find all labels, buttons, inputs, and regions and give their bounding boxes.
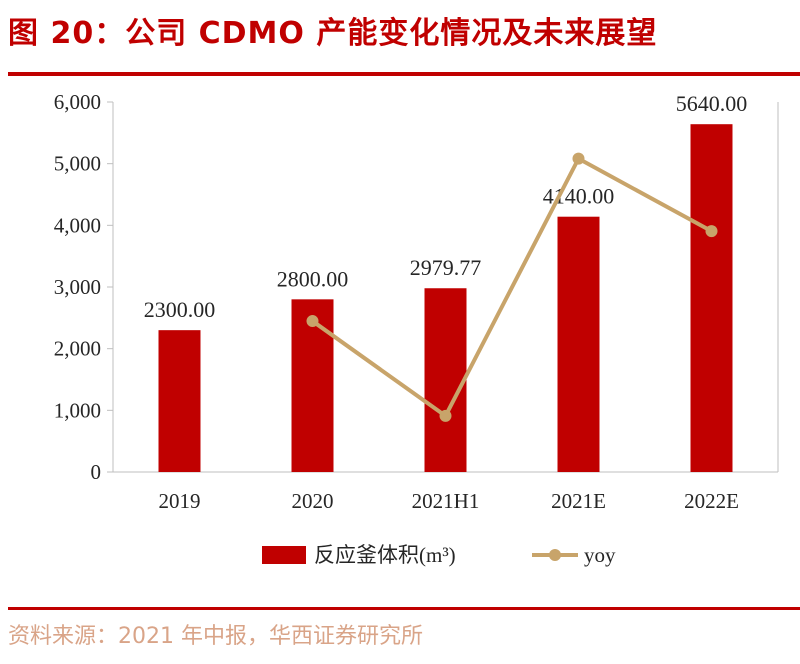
x-tick-label: 2019 <box>159 489 201 513</box>
bar <box>158 330 201 472</box>
x-axis: 2019 2020 2021H1 2021E 2022E <box>159 489 739 513</box>
yoy-point <box>572 152 585 165</box>
legend-line-label: yoy <box>584 543 616 567</box>
source-rule <box>8 607 800 610</box>
source-note: 资料来源：2021 年中报，华西证券研究所 <box>8 624 423 649</box>
bar <box>690 124 733 472</box>
y-axis: 0 1,000 2,000 3,000 4,000 5,000 6,000 <box>54 90 114 484</box>
legend-bar-label: 反应釜体积(m³) <box>314 543 456 567</box>
yoy-point <box>306 315 319 328</box>
chart: 0 1,000 2,000 3,000 4,000 5,000 6,000 2300.00 2… <box>54 90 779 567</box>
legend: 反应釜体积(m³) yoy <box>262 543 616 567</box>
bar-value-label: 2300.00 <box>144 297 216 322</box>
x-tick-label: 2022E <box>684 489 739 513</box>
yoy-point <box>439 409 452 422</box>
x-tick-label: 2021H1 <box>412 489 480 513</box>
legend-line-marker <box>549 549 561 561</box>
x-tick-label: 2020 <box>292 489 334 513</box>
bars <box>158 124 733 472</box>
y-tick-label: 3,000 <box>54 275 101 299</box>
y-tick-label: 2,000 <box>54 337 101 361</box>
bar-value-label: 2800.00 <box>277 266 349 291</box>
yoy-line-path <box>311 156 713 418</box>
y-tick-label: 5,000 <box>54 152 101 176</box>
y-tick-label: 1,000 <box>54 398 101 422</box>
figure-title: 图 20：公司 CDMO 产能变化情况及未来展望 <box>8 16 658 51</box>
y-tick-label: 6,000 <box>54 90 101 114</box>
y-tick-label: 0 <box>91 460 102 484</box>
bar-value-label: 5640.00 <box>676 91 748 116</box>
yoy-point <box>705 225 718 238</box>
bar-value-label: 2979.77 <box>410 255 482 280</box>
bar <box>557 216 600 472</box>
x-tick-label: 2021E <box>551 489 606 513</box>
bar <box>291 299 334 472</box>
y-tick-label: 4,000 <box>54 213 101 237</box>
title-rule <box>8 72 800 76</box>
yoy-line <box>306 152 718 422</box>
legend-bar-swatch <box>262 546 306 564</box>
bar <box>424 288 467 472</box>
